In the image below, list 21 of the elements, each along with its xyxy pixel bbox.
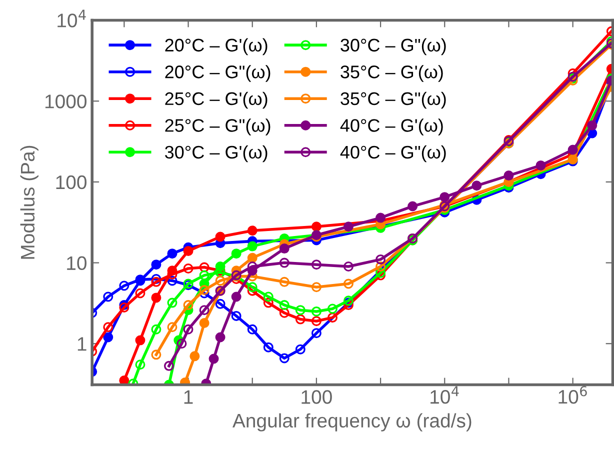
x-tick-label: 1 xyxy=(184,390,193,404)
x-axis-title: Angular frequency ω (rad/s) xyxy=(232,413,472,432)
legend-label: 25°C – G'(ω) xyxy=(165,92,268,109)
legend-label: 25°C – G"(ω) xyxy=(165,118,270,136)
x-tick-label: 100 xyxy=(302,390,332,404)
y-tick-label: 10 xyxy=(67,256,86,270)
x-tick-label: 10$^{6}$ xyxy=(558,386,587,404)
legend-label: 30°C – G'(ω) xyxy=(165,145,268,162)
y-tick-label: 10$^{4}$ xyxy=(58,10,86,28)
legend-label: 20°C – G"(ω) xyxy=(165,65,270,82)
y-tick-label: 1 xyxy=(78,337,86,351)
legend-label: 30°C – G"(ω) xyxy=(340,38,446,56)
legend-label: 40°C – G"(ω) xyxy=(340,145,446,162)
y-tick-label: 1000 xyxy=(45,94,86,108)
legend-label: 40°C – G'(ω) xyxy=(340,118,443,136)
x-tick-label: 10$^{4}$ xyxy=(430,386,459,404)
legend-label: 20°C – G'(ω) xyxy=(165,38,268,56)
legend-label: 35°C – G'(ω) xyxy=(340,65,443,82)
y-tick-label: 100 xyxy=(56,175,86,190)
legend-label: 35°C – G"(ω) xyxy=(340,92,446,109)
y-axis-title: Modulus (Pa) xyxy=(20,146,38,259)
